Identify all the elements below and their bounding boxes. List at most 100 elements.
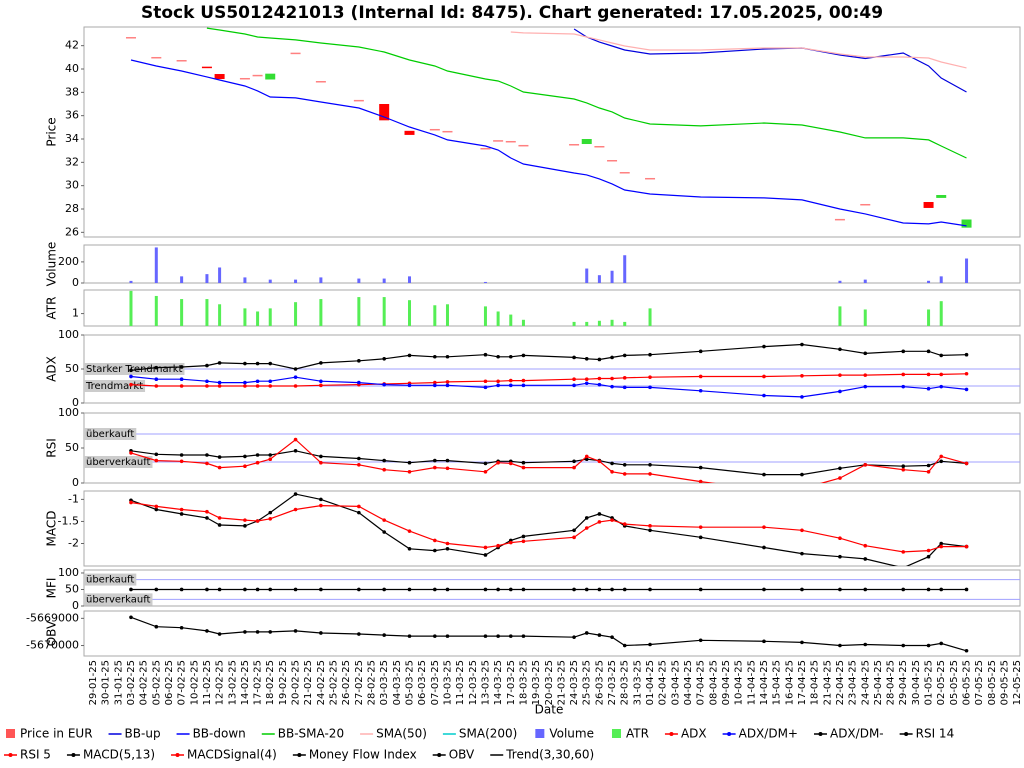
point xyxy=(205,363,209,368)
bar xyxy=(610,319,614,326)
bar xyxy=(965,258,969,283)
series-line xyxy=(206,27,967,159)
bar xyxy=(597,275,601,283)
candle xyxy=(429,128,440,131)
point xyxy=(939,544,944,549)
point xyxy=(496,587,500,592)
x-tick-label: 30-01-25 xyxy=(101,660,112,705)
point xyxy=(268,587,273,592)
point xyxy=(217,380,222,385)
point xyxy=(154,452,159,457)
series-line xyxy=(130,501,967,553)
x-tick-label: 21-04-25 xyxy=(822,660,833,705)
point xyxy=(129,382,133,387)
point xyxy=(243,630,247,634)
x-tick-label: 12-02-25 xyxy=(215,660,226,705)
x-tick-label: 28-03-25 xyxy=(620,660,631,705)
x-tick-label: 10-04-25 xyxy=(734,660,745,705)
point xyxy=(205,379,209,384)
point xyxy=(496,543,500,548)
point xyxy=(698,638,703,643)
reference-label-bg xyxy=(84,456,153,468)
point xyxy=(217,523,222,527)
y-tick-label: 100 xyxy=(58,406,79,419)
point xyxy=(293,449,298,453)
point xyxy=(597,520,602,524)
point xyxy=(800,587,804,592)
point xyxy=(584,457,589,462)
point xyxy=(926,548,931,553)
point xyxy=(508,461,513,466)
point xyxy=(648,463,652,467)
panel-frame xyxy=(83,289,1021,327)
point xyxy=(179,377,184,382)
point xyxy=(217,516,222,520)
point xyxy=(382,530,386,534)
x-tick-label: 06-03-25 xyxy=(417,660,428,705)
series-line xyxy=(130,373,967,387)
x-tick-label: 24-02-25 xyxy=(316,660,327,705)
legend-item: RSI 14 xyxy=(899,727,954,741)
point xyxy=(217,465,222,470)
point xyxy=(154,377,159,382)
bar xyxy=(408,276,411,283)
point xyxy=(433,380,437,385)
x-tick-label: 02-05-25 xyxy=(936,660,947,705)
point xyxy=(445,546,450,551)
bar xyxy=(268,279,272,283)
point xyxy=(483,385,488,390)
point xyxy=(293,384,298,388)
point xyxy=(597,587,602,592)
bar xyxy=(838,280,842,283)
point xyxy=(964,461,969,466)
point xyxy=(382,518,386,522)
point xyxy=(863,642,868,647)
reference-label-bg xyxy=(84,363,185,375)
point xyxy=(154,587,159,592)
point xyxy=(762,393,766,398)
point xyxy=(863,351,868,356)
point xyxy=(243,524,247,528)
legend-item: MACD(5,13) xyxy=(66,748,155,762)
bar xyxy=(445,304,449,326)
point xyxy=(926,470,931,474)
x-tick-label: 11-04-25 xyxy=(746,660,757,705)
point xyxy=(939,587,944,592)
candle xyxy=(442,130,453,133)
point xyxy=(521,378,526,383)
legend-item: Price in EUR xyxy=(6,727,93,741)
point xyxy=(939,353,944,358)
point xyxy=(648,528,652,533)
bar xyxy=(838,306,842,326)
point xyxy=(268,516,273,521)
y-axis-title: MACD xyxy=(45,511,59,547)
reference-label: überkauft xyxy=(86,575,134,586)
point xyxy=(698,525,703,529)
point xyxy=(964,648,969,653)
point xyxy=(901,587,906,592)
point xyxy=(268,630,273,634)
point xyxy=(572,377,576,382)
x-tick-label: 05-03-25 xyxy=(405,660,416,705)
point xyxy=(572,587,576,592)
point xyxy=(863,587,868,592)
point xyxy=(255,453,260,457)
point xyxy=(838,347,842,352)
point xyxy=(838,466,842,471)
point xyxy=(800,342,804,347)
x-tick-label: 07-03-25 xyxy=(430,660,441,705)
legend-label: Trend(3,30,60) xyxy=(505,748,594,762)
y-tick-label: 32 xyxy=(65,155,79,168)
y-tick-label: 34 xyxy=(65,132,79,145)
point xyxy=(357,510,361,515)
point xyxy=(319,460,323,465)
point xyxy=(205,384,209,388)
point xyxy=(129,587,133,592)
point xyxy=(255,361,260,366)
candle xyxy=(581,139,592,145)
point xyxy=(129,368,133,373)
x-tick-label: 06-02-25 xyxy=(164,660,175,705)
panel-frame xyxy=(83,490,1021,567)
point xyxy=(154,384,159,388)
